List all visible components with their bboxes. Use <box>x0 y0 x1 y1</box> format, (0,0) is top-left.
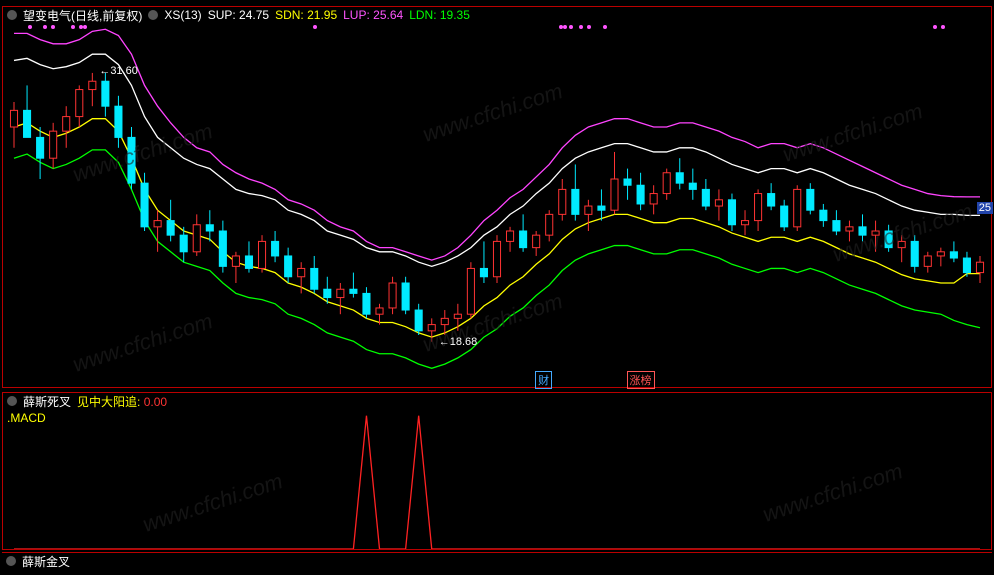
ldn-label: LDN: 19.35 <box>409 8 470 22</box>
y-axis-mark: 25 <box>977 202 993 214</box>
indicator-chart[interactable] <box>3 409 991 549</box>
marker-zhangting: 涨榜 <box>627 371 655 389</box>
indicator3-dot-icon <box>6 556 16 566</box>
sdn-label: SDN: 21.95 <box>275 8 337 22</box>
sup-label: SUP: 24.75 <box>208 8 269 22</box>
lup-label: LUP: 25.64 <box>343 8 403 22</box>
xs-label: XS(13) <box>164 8 201 22</box>
candlestick-chart[interactable] <box>3 23 991 387</box>
price-low-annotation: ←18.68 <box>439 336 478 348</box>
stock-title: 望变电气(日线,前复权) <box>23 7 142 24</box>
indicator-panel[interactable]: 薛斯死叉 见中大阳追: 0.00 .MACD <box>2 392 992 550</box>
indicator3-panel: 薛斯金叉 <box>2 552 992 572</box>
price-high-annotation: ←31.60 <box>99 65 138 77</box>
indicator-header: 薛斯死叉 见中大阳追: 0.00 <box>3 393 991 409</box>
indicator-dot-icon <box>7 396 17 406</box>
marker-cai: 财 <box>535 371 552 389</box>
footer-markers: 财 涨榜 <box>3 371 991 385</box>
header-dot-icon <box>7 10 17 20</box>
indicator-sub: 见中大阳追: 0.00 <box>77 393 167 410</box>
main-header: 望变电气(日线,前复权) XS(13) SUP: 24.75 SDN: 21.9… <box>3 7 991 23</box>
main-chart-panel[interactable]: 望变电气(日线,前复权) XS(13) SUP: 24.75 SDN: 21.9… <box>2 6 992 388</box>
indicator3-title: 薛斯金叉 <box>22 553 70 570</box>
signal-dots-row <box>3 25 991 33</box>
header-dot-icon-2 <box>148 10 158 20</box>
indicator-title: 薛斯死叉 <box>23 393 71 410</box>
